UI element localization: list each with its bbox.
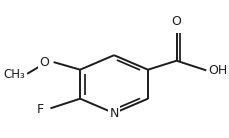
Text: O: O bbox=[39, 56, 49, 69]
Text: CH₃: CH₃ bbox=[3, 68, 25, 81]
Text: F: F bbox=[37, 103, 44, 116]
Text: N: N bbox=[109, 107, 119, 120]
Text: O: O bbox=[172, 15, 182, 28]
Text: OH: OH bbox=[208, 64, 228, 77]
